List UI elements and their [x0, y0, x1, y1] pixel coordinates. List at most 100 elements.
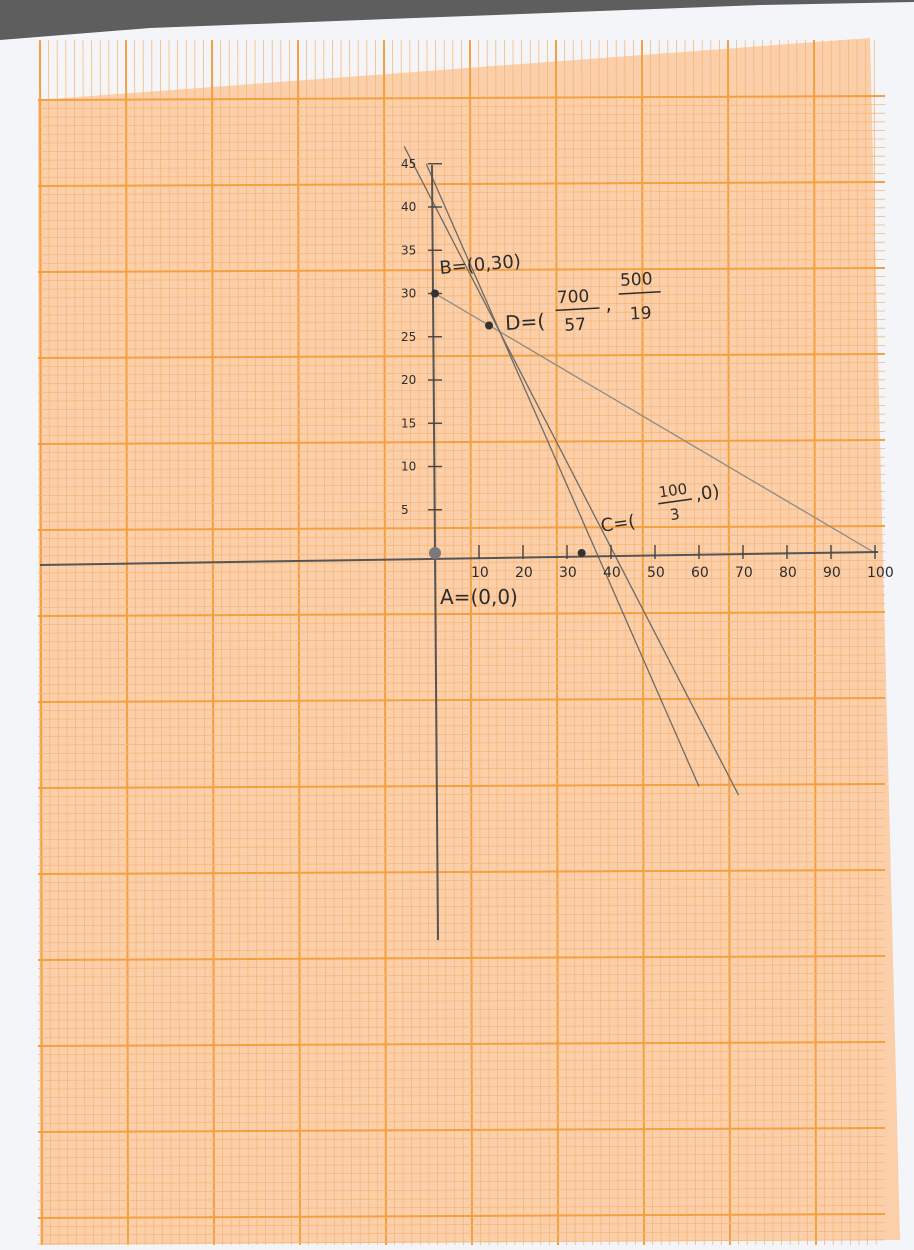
chart-lines [403, 146, 876, 796]
x-tick-labels: 10 20 30 40 50 60 70 80 90 100 [471, 565, 894, 581]
grid-line-horizontal [37, 955, 886, 961]
grid-line-horizontal [37, 775, 886, 780]
grid-line-horizontal [37, 972, 886, 978]
grid-line-horizontal [37, 267, 886, 273]
grid-line-horizontal [37, 405, 886, 411]
grid-line-horizontal [37, 95, 886, 101]
grid-line-horizontal [37, 362, 886, 368]
label-point-d-frac2-bar [618, 291, 661, 295]
grid-line-horizontal [37, 301, 886, 307]
grid-line-horizontal [37, 895, 886, 901]
label-point-d-frac2-num: 500 [620, 269, 653, 291]
grid-line-vertical [736, 39, 739, 1246]
grid-line-horizontal [37, 628, 886, 634]
grid-line-vertical [65, 39, 69, 1246]
label-point-c-frac-bar [658, 498, 693, 505]
grid-line-horizontal [37, 852, 886, 858]
grid-line-horizontal [37, 663, 886, 668]
grid-line-horizontal [37, 104, 886, 109]
y-tick-label: 40 [401, 200, 416, 214]
point-c [577, 549, 586, 557]
grid-line-horizontal [37, 293, 886, 299]
grid-line-horizontal [37, 319, 886, 325]
grid-line-vertical [848, 39, 851, 1246]
grid-line-horizontal [37, 637, 886, 643]
y-tick-label: 20 [401, 373, 416, 387]
grid-line-horizontal [37, 723, 886, 729]
grid-line-horizontal [37, 869, 886, 875]
grid-line-vertical [134, 39, 138, 1246]
grid-line-horizontal [37, 1007, 886, 1012]
grid-line-horizontal [37, 757, 886, 763]
label-point-c-prefix: C=( [599, 511, 636, 537]
grid-line-horizontal [37, 843, 886, 849]
grid-line-horizontal [37, 1127, 886, 1133]
grid-line-horizontal [37, 517, 886, 522]
grid-line-vertical [168, 39, 172, 1246]
label-point-a: A=(0,0) [440, 585, 518, 609]
grid-line-vertical [796, 39, 800, 1246]
grid-line-vertical [202, 39, 206, 1246]
grid-line-horizontal [37, 1084, 886, 1090]
grid-line-horizontal [37, 525, 886, 531]
grid-line-horizontal [37, 1222, 886, 1227]
grid-line-horizontal [37, 190, 886, 196]
grid-line-horizontal [37, 680, 886, 686]
grid-line-vertical [787, 39, 791, 1246]
label-point-c-frac-num: 100 [657, 480, 688, 502]
grid-line-horizontal [37, 921, 886, 926]
grid-line-vertical [873, 39, 877, 1246]
grid-line-horizontal [37, 826, 886, 832]
grid-line-horizontal [37, 327, 886, 333]
grid-line-horizontal [37, 147, 886, 153]
grid-line-horizontal [37, 215, 886, 221]
label-point-c-frac-den: 3 [669, 505, 681, 524]
grid-line-horizontal [37, 835, 886, 840]
grid-line-vertical [719, 39, 722, 1246]
grid-line-horizontal [37, 740, 886, 746]
grid-line-vertical [727, 39, 731, 1246]
grid-line-horizontal [37, 878, 886, 883]
grid-line-vertical [151, 39, 155, 1246]
grid-line-vertical [865, 39, 868, 1246]
grid-line-horizontal [37, 947, 886, 952]
grid-line-vertical [185, 39, 189, 1246]
grid-line-horizontal [37, 284, 886, 290]
grid-line-horizontal [37, 224, 886, 230]
grid-line-horizontal [37, 964, 886, 969]
grid-line-horizontal [37, 138, 886, 144]
grid-line-horizontal [37, 766, 886, 772]
grid-line-horizontal [37, 1058, 886, 1064]
grid-line-horizontal [37, 250, 886, 256]
grid-line-horizontal [37, 491, 886, 497]
label-point-d-comma: , [605, 291, 613, 315]
grid-line-horizontal [37, 448, 886, 454]
grid-line-horizontal [37, 258, 886, 264]
grid-line-vertical [99, 39, 103, 1246]
grid-line-vertical [830, 39, 834, 1246]
grid-line-horizontal [37, 1110, 886, 1116]
grid-line-horizontal [37, 112, 886, 118]
grid-line-horizontal [37, 198, 886, 204]
grid-line-horizontal [37, 1119, 886, 1124]
grid-line-horizontal [37, 938, 886, 944]
grid-line-vertical [194, 39, 198, 1246]
grid-line-horizontal [37, 534, 886, 539]
grid-line-horizontal [37, 1015, 886, 1021]
chart-grid [37, 39, 886, 1246]
y-tick-labels: 5 10 15 20 25 30 35 40 45 [401, 157, 416, 517]
grid-line-horizontal [37, 155, 886, 161]
grid-line-horizontal [37, 732, 886, 737]
grid-line-horizontal [37, 1170, 886, 1176]
grid-line-horizontal [37, 603, 886, 608]
x-tick-label: 60 [691, 565, 709, 581]
y-tick-label: 5 [401, 503, 409, 517]
grid-line-horizontal [37, 998, 886, 1004]
grid-line-horizontal [37, 1093, 886, 1098]
grid-line-horizontal [37, 1033, 886, 1038]
grid-line-horizontal [37, 233, 886, 239]
x-tick-label: 70 [735, 565, 753, 581]
grid-line-horizontal [37, 792, 886, 797]
x-tick-label: 10 [471, 565, 489, 581]
grid-line-vertical [693, 39, 696, 1246]
